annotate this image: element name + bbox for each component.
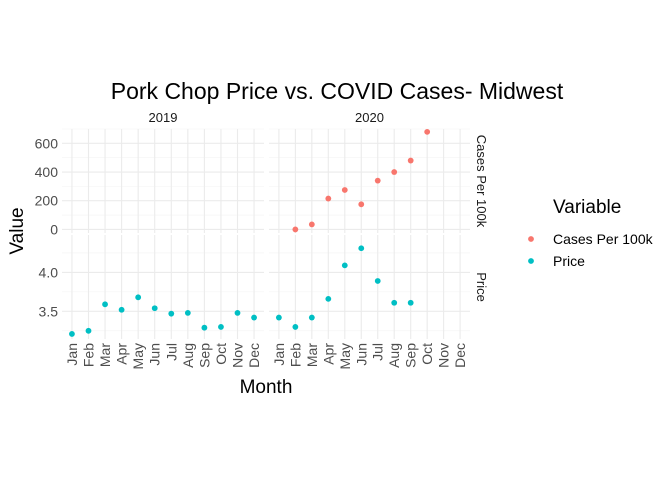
legend-label-cases: Cases Per 100k [553, 231, 654, 247]
legend-label-price: Price [553, 253, 585, 269]
y-axis-title: Value [7, 207, 28, 254]
strip-label-2020: 2020 [355, 110, 384, 125]
point-cases-2020-aug [391, 169, 398, 175]
panel-background [269, 129, 470, 233]
x-tick-label: Mar [97, 343, 113, 367]
y-tick-label: 4.0 [39, 264, 59, 280]
strip-label-cases: Cases Per 100k [474, 135, 489, 228]
x-tick-label: Sep [196, 343, 212, 368]
point-cases-2020-may [341, 187, 348, 193]
x-tick-label: Jan [64, 343, 80, 366]
point-cases-2020-jun [358, 201, 365, 208]
x-axis-title: Month [240, 377, 293, 398]
point-price-2020-may [341, 262, 348, 269]
point-price-2019-apr [118, 306, 125, 313]
x-tick-label: May [337, 343, 353, 369]
x-tick-label: Mar [304, 343, 320, 367]
x-tick-label: Jan [271, 343, 287, 366]
x-tick-label: Dec [246, 343, 262, 368]
x-tick-label: Oct [419, 343, 435, 365]
point-price-2020-jan [275, 314, 282, 321]
x-tick-label: Jul [370, 343, 386, 361]
x-tick-label: Jun [353, 343, 369, 366]
y-tick-label: 0 [50, 221, 58, 237]
point-price-2019-feb [85, 327, 92, 334]
y-tick-label: 200 [35, 193, 59, 209]
point-price-2019-jun [151, 305, 158, 312]
panel-background [62, 235, 264, 339]
point-price-2019-sep [201, 324, 208, 331]
point-cases-2020-jul [374, 177, 381, 184]
y-tick-label: 400 [35, 164, 59, 180]
point-price-2019-jan [69, 331, 75, 337]
point-price-2019-aug [184, 310, 191, 316]
strip-row-group: Cases Per 100k [474, 135, 489, 228]
strip-row-group: Price [474, 272, 489, 302]
legend-key-cases [528, 236, 534, 242]
facet-panels [62, 128, 470, 339]
panel-background [62, 129, 264, 233]
facet-strips: 2019 2020 Cases Per 100k Price [149, 110, 489, 302]
x-tick-label: May [130, 343, 146, 369]
x-tick-label: Aug [180, 343, 196, 368]
panel-cases-2020 [269, 128, 470, 233]
point-cases-2020-apr [325, 195, 332, 202]
point-price-2020-jun [358, 245, 365, 252]
x-tick-label: Sep [403, 343, 419, 368]
point-price-2019-may [135, 294, 142, 301]
strip-label-price: Price [474, 272, 489, 302]
panel-price-2020 [269, 235, 470, 339]
y-tick-label: 3.5 [39, 303, 59, 319]
chart-title: Pork Chop Price vs. COVID Cases- Midwest [111, 78, 564, 104]
panel-background [269, 235, 470, 339]
x-tick-label: Aug [386, 343, 402, 368]
point-price-2020-apr [325, 295, 332, 302]
x-tick-label: Nov [230, 343, 246, 368]
point-price-2020-sep [407, 299, 414, 306]
x-tick-label: Jun [147, 343, 163, 366]
x-tick-label: Oct [213, 343, 229, 365]
data-points [69, 128, 431, 337]
point-cases-2020-feb [292, 226, 299, 233]
point-price-2019-dec [251, 314, 257, 321]
panel-price-2019 [62, 235, 264, 339]
point-cases-2020-oct [424, 128, 431, 135]
x-tick-label: Nov [436, 343, 452, 368]
legend: Variable Cases Per 100k Price [528, 197, 654, 269]
x-tick-label: Feb [80, 343, 96, 367]
point-price-2019-jul [168, 310, 175, 317]
x-tick-label: Feb [287, 343, 303, 367]
x-tick-label: Apr [114, 343, 130, 365]
strip-label-2019: 2019 [149, 110, 178, 125]
point-price-2020-feb [292, 324, 299, 330]
point-price-2019-mar [102, 301, 108, 308]
x-tick-label: Dec [452, 343, 468, 368]
legend-key-price [528, 258, 534, 264]
point-price-2019-oct [218, 324, 224, 330]
y-tick-label: 600 [35, 135, 59, 151]
point-cases-2020-sep [407, 157, 414, 164]
x-tick-label: Jul [163, 343, 179, 361]
point-price-2019-nov [234, 310, 241, 316]
point-price-2020-mar [308, 314, 315, 321]
point-cases-2020-mar [308, 221, 315, 228]
point-price-2020-jul [374, 278, 381, 284]
panel-cases-2019 [62, 128, 264, 233]
legend-title: Variable [553, 197, 621, 218]
x-tick-label: Apr [320, 343, 336, 365]
point-price-2020-aug [391, 299, 398, 306]
